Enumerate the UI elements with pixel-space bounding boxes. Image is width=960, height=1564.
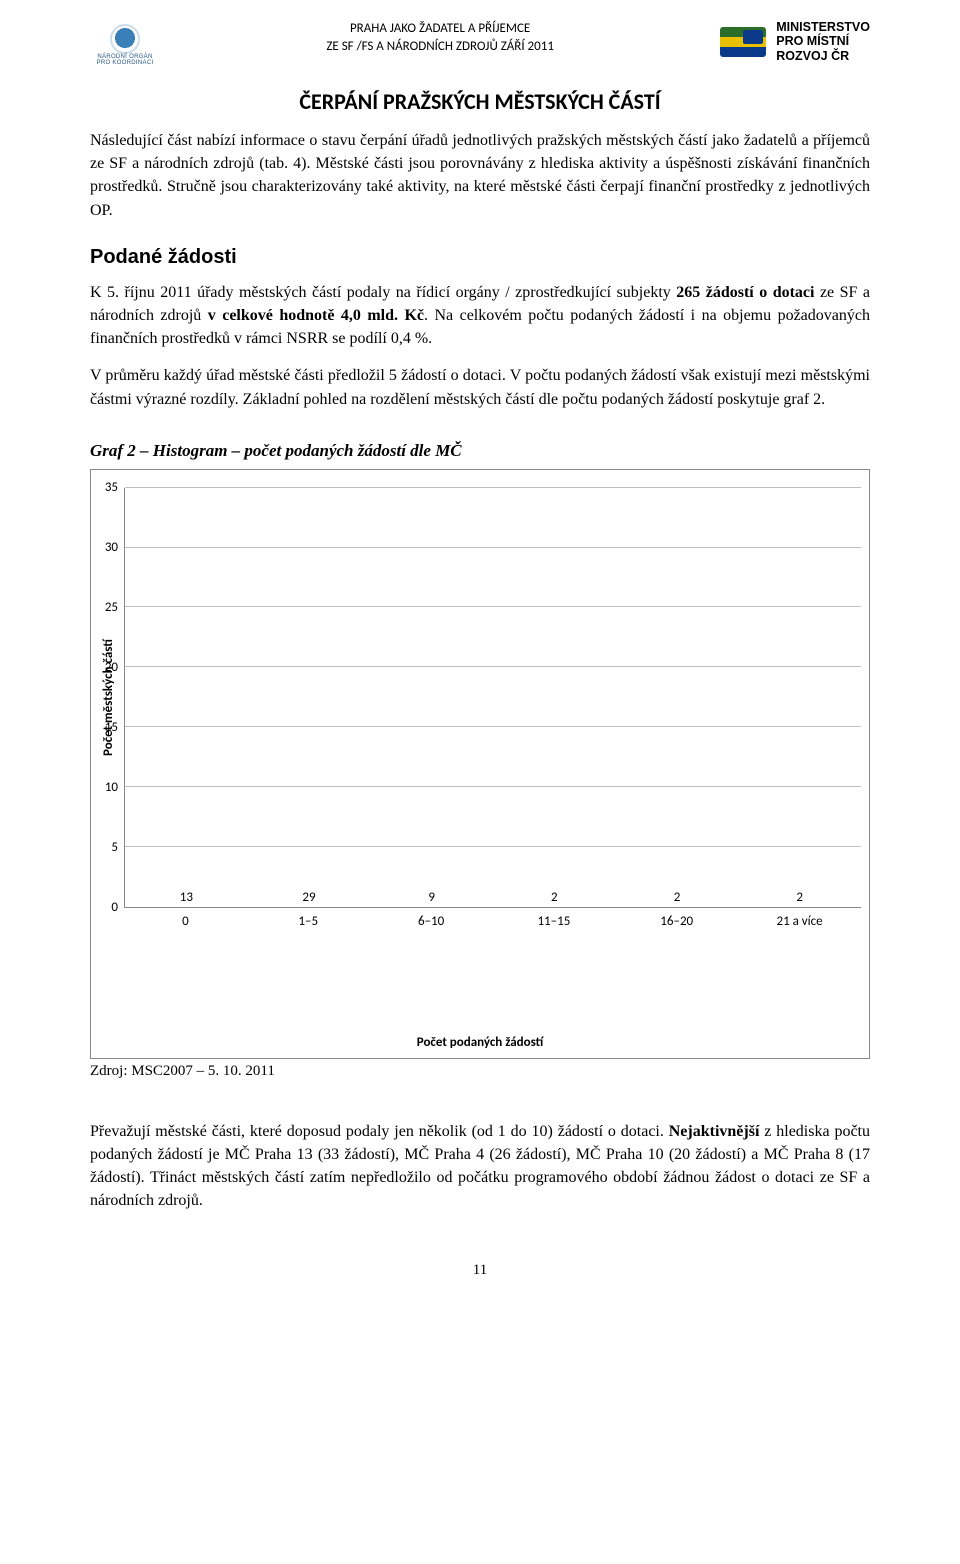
- gridline: [125, 726, 861, 727]
- paragraph-intro: Následující část nabízí informace o stav…: [90, 129, 870, 222]
- bar-value-label: 29: [302, 890, 315, 905]
- mmr-logo-text: MINISTERSTVO PRO MÍSTNÍ ROZVOJ ČR: [776, 20, 870, 63]
- paragraph-4: Převažují městské části, které doposud p…: [90, 1120, 870, 1213]
- bar-slot: 29: [248, 890, 371, 907]
- x-tick: 6–10: [370, 908, 493, 1025]
- bar-slot: 9: [370, 890, 493, 907]
- page-number: 11: [90, 1262, 870, 1279]
- gridline: [125, 606, 861, 607]
- paragraph-3: V průměru každý úřad městské části předl…: [90, 364, 870, 410]
- chart-plot: 13 29 9 2 2 2: [124, 488, 861, 908]
- p4-pre: Převažují městské části, které doposud p…: [90, 1123, 669, 1140]
- header-title-line1: PRAHA JAKO ŽADATEL A PŘÍJEMCE: [326, 20, 554, 38]
- coordination-logo-caption: NÁRODNÍ ORGÁN PRO KOORDINACI: [90, 54, 160, 66]
- header-title-line2: ZE SF /FS A NÁRODNÍCH ZDROJŮ ZÁŘÍ 2011: [326, 38, 554, 56]
- mmr-line2: PRO MÍSTNÍ: [776, 34, 870, 48]
- page-title: ČERPÁNÍ PRAŽSKÝCH MĚSTSKÝCH ČÁSTÍ: [90, 88, 870, 115]
- chart-source: Zdroj: MSC2007 – 5. 10. 2011: [90, 1063, 870, 1080]
- paragraph-2: K 5. říjnu 2011 úřady městských částí po…: [90, 281, 870, 351]
- x-tick: 21 a více: [738, 908, 861, 1025]
- page-header: NÁRODNÍ ORGÁN PRO KOORDINACI PRAHA JAKO …: [90, 20, 870, 64]
- header-left: NÁRODNÍ ORGÁN PRO KOORDINACI: [90, 20, 160, 64]
- gridline: [125, 666, 861, 667]
- x-tick: 1–5: [247, 908, 370, 1025]
- bar-value-label: 2: [551, 890, 558, 905]
- header-right: MINISTERSTVO PRO MÍSTNÍ ROZVOJ ČR: [720, 20, 870, 63]
- gridline: [125, 846, 861, 847]
- chart-bars: 13 29 9 2 2 2: [125, 488, 861, 907]
- bar-slot: 2: [493, 890, 616, 907]
- bar-slot: 13: [125, 890, 248, 907]
- x-axis-row: Počet městských částí 01–56–1011–1516–20…: [99, 908, 861, 1025]
- x-tick: 11–15: [492, 908, 615, 1025]
- p2-bold2: v celkové hodnotě 4,0 mld. Kč: [208, 307, 424, 324]
- p2-bold1: 265 žádostí o dotaci: [676, 284, 814, 301]
- eu-flag-icon: [720, 27, 766, 57]
- p2-pre: K 5. říjnu 2011 úřady městských částí po…: [90, 284, 676, 301]
- x-tick: 0: [124, 908, 247, 1025]
- p4-bold1: Nejaktivnější: [669, 1123, 760, 1140]
- x-axis-label: Počet podaných žádostí: [99, 1035, 861, 1050]
- page: NÁRODNÍ ORGÁN PRO KOORDINACI PRAHA JAKO …: [0, 0, 960, 1309]
- x-tick: 16–20: [615, 908, 738, 1025]
- mmr-line3: ROZVOJ ČR: [776, 49, 870, 63]
- coordination-logo: NÁRODNÍ ORGÁN PRO KOORDINACI: [90, 20, 160, 64]
- gridline: [125, 487, 861, 488]
- bar-value-label: 9: [428, 890, 435, 905]
- bar-slot: 2: [616, 890, 739, 907]
- x-axis-ticks: 01–56–1011–1516–2021 a více: [124, 908, 861, 1025]
- gridline: [125, 786, 861, 787]
- bar-value-label: 2: [796, 890, 803, 905]
- header-center: PRAHA JAKO ŽADATEL A PŘÍJEMCE ZE SF /FS …: [326, 20, 554, 55]
- section-heading: Podané žádosti: [90, 246, 870, 269]
- bar-value-label: 2: [674, 890, 681, 905]
- chart-area: Počet městských částí 35302520151050 132…: [99, 488, 861, 908]
- gridline: [125, 547, 861, 548]
- bar-slot: 2: [738, 890, 861, 907]
- mmr-line1: MINISTERSTVO: [776, 20, 870, 34]
- chart-heading: Graf 2 – Histogram – počet podaných žádo…: [90, 441, 870, 461]
- bar-value-label: 13: [180, 890, 193, 905]
- chart-container: Počet městských částí 35302520151050 132…: [90, 469, 870, 1059]
